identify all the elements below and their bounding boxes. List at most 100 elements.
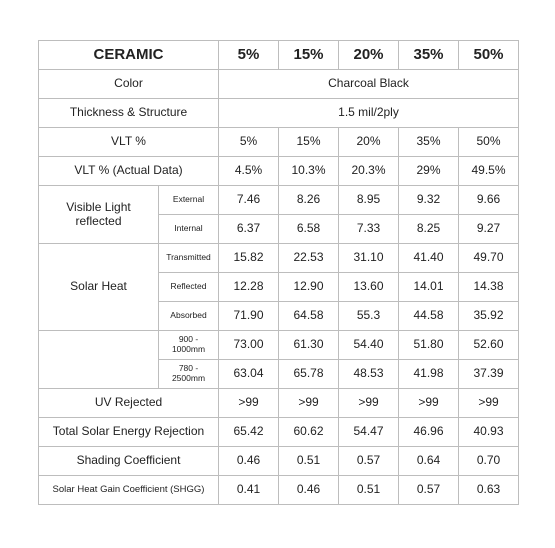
table-row: Total Solar Energy Rejection 65.42 60.62 54…	[38, 417, 519, 447]
value-cell: 31.10	[338, 243, 399, 273]
value-cell: 46.96	[398, 417, 459, 447]
row-label: Solar Heat Gain Coefficient (SHGG)	[38, 475, 219, 505]
table-row: Absorbed 71.90 64.58 55.3 44.58 35.92	[39, 301, 519, 331]
table-row: VLT % 5% 15% 20% 35% 50%	[38, 127, 519, 157]
value-cell: 14.38	[458, 272, 519, 302]
table-row: 780 - 2500mm 63.04 65.78 48.53 41.98 37.39	[39, 359, 519, 389]
value-cell: 49.70	[458, 243, 519, 273]
value-cell: 15.82	[218, 243, 279, 273]
value-cell: 12.28	[218, 272, 279, 302]
value-cell: 15%	[278, 127, 339, 157]
value-cell: 71.90	[218, 301, 279, 331]
value-cell: 29%	[398, 156, 459, 186]
value-cell: 41.98	[398, 359, 459, 389]
value-cell: 0.63	[458, 475, 519, 505]
value-cell: 9.27	[458, 214, 519, 244]
row-label: VLT %	[38, 127, 219, 157]
row-label: Visible Light reflected	[38, 185, 159, 244]
value-cell: 0.51	[278, 446, 339, 476]
value-cell: 44.58	[398, 301, 459, 331]
value-cell: >99	[338, 388, 399, 418]
table-body: CERAMIC 5% 15% 20% 35% 50% Color Charcoal Black…	[38, 40, 519, 505]
value-cell: 6.37	[218, 214, 279, 244]
value-cell: 35%	[398, 127, 459, 157]
table-row: Thickness & Structure 1.5 mil/2ply	[38, 98, 519, 128]
table-row: Color Charcoal Black	[38, 69, 519, 99]
value-cell: 54.47	[338, 417, 399, 447]
value-cell: >99	[398, 388, 459, 418]
value-cell: 8.25	[398, 214, 459, 244]
sub-label: External	[158, 185, 219, 215]
value-cell: 40.93	[458, 417, 519, 447]
value-cell: >99	[278, 388, 339, 418]
table-row: Reflected 12.28 12.90 13.60 14.01 14.38	[39, 272, 519, 302]
table-row: 900 - 1000mm 73.00 61.30 54.40 51.80 52.60	[38, 330, 519, 389]
value-cell: Charcoal Black	[218, 69, 519, 99]
table-row: UV Rejected >99 >99 >99 >99 >99	[38, 388, 519, 418]
value-cell: 7.33	[338, 214, 399, 244]
value-cell: 5%	[218, 127, 279, 157]
table-row: Visible Light reflected External 7.46 8.26 8…	[38, 185, 519, 244]
value-cell: 64.58	[278, 301, 339, 331]
row-label: Color	[38, 69, 219, 99]
value-cell: 49.5%	[458, 156, 519, 186]
value-cell: 63.04	[218, 359, 279, 389]
value-cell: 0.64	[398, 446, 459, 476]
header-column: 5%	[218, 40, 279, 70]
value-cell: 8.95	[338, 185, 399, 215]
value-cell: 37.39	[458, 359, 519, 389]
table-row: VLT % (Actual Data) 4.5% 10.3% 20.3% 29% 49.5…	[38, 156, 519, 186]
table-row: Internal 6.37 6.58 7.33 8.25 9.27	[39, 214, 519, 244]
value-cell: >99	[218, 388, 279, 418]
value-cell: 52.60	[458, 330, 519, 360]
table-row: Solar Heat Transmitted 15.82 22.53 31.10 41.4…	[38, 243, 519, 331]
row-label: Total Solar Energy Rejection	[38, 417, 219, 447]
value-cell: 50%	[458, 127, 519, 157]
value-cell: 20%	[338, 127, 399, 157]
row-label: UV Rejected	[38, 388, 219, 418]
value-cell: 22.53	[278, 243, 339, 273]
value-cell: 9.32	[398, 185, 459, 215]
value-cell: 4.5%	[218, 156, 279, 186]
value-cell: 48.53	[338, 359, 399, 389]
table-row: Shading Coefficient 0.46 0.51 0.57 0.64 0.70	[38, 446, 519, 476]
table-row: Solar Heat Gain Coefficient (SHGG) 0.41 0.…	[38, 475, 519, 505]
header-column: 50%	[458, 40, 519, 70]
value-cell: 61.30	[278, 330, 339, 360]
value-cell: 54.40	[338, 330, 399, 360]
row-label: Thickness & Structure	[38, 98, 219, 128]
header-column: 15%	[278, 40, 339, 70]
value-cell: 35.92	[458, 301, 519, 331]
value-cell: 60.62	[278, 417, 339, 447]
row-label	[38, 330, 159, 389]
value-cell: 6.58	[278, 214, 339, 244]
value-cell: 0.51	[338, 475, 399, 505]
value-cell: 7.46	[218, 185, 279, 215]
value-cell: 8.26	[278, 185, 339, 215]
value-cell: 12.90	[278, 272, 339, 302]
sub-label: 900 - 1000mm	[158, 330, 219, 360]
sub-label: 780 - 2500mm	[158, 359, 219, 389]
value-cell: 0.57	[398, 475, 459, 505]
header-column: 20%	[338, 40, 399, 70]
row-label: VLT % (Actual Data)	[38, 156, 219, 186]
table-row: CERAMIC 5% 15% 20% 35% 50%	[38, 40, 519, 70]
sub-label: Internal	[158, 214, 219, 244]
value-cell: 0.41	[218, 475, 279, 505]
value-cell: 0.46	[278, 475, 339, 505]
header-title: CERAMIC	[38, 40, 219, 70]
sub-label: Absorbed	[158, 301, 219, 331]
value-cell: 0.57	[338, 446, 399, 476]
spec-table: CERAMIC 5% 15% 20% 35% 50% Color Charcoal Black…	[38, 40, 519, 505]
value-cell: 41.40	[398, 243, 459, 273]
row-label: Shading Coefficient	[38, 446, 219, 476]
value-cell: 20.3%	[338, 156, 399, 186]
header-column: 35%	[398, 40, 459, 70]
sub-label: Reflected	[158, 272, 219, 302]
value-cell: >99	[458, 388, 519, 418]
value-cell: 9.66	[458, 185, 519, 215]
value-cell: 73.00	[218, 330, 279, 360]
row-label: Solar Heat	[38, 243, 159, 331]
value-cell: 1.5 mil/2ply	[218, 98, 519, 128]
